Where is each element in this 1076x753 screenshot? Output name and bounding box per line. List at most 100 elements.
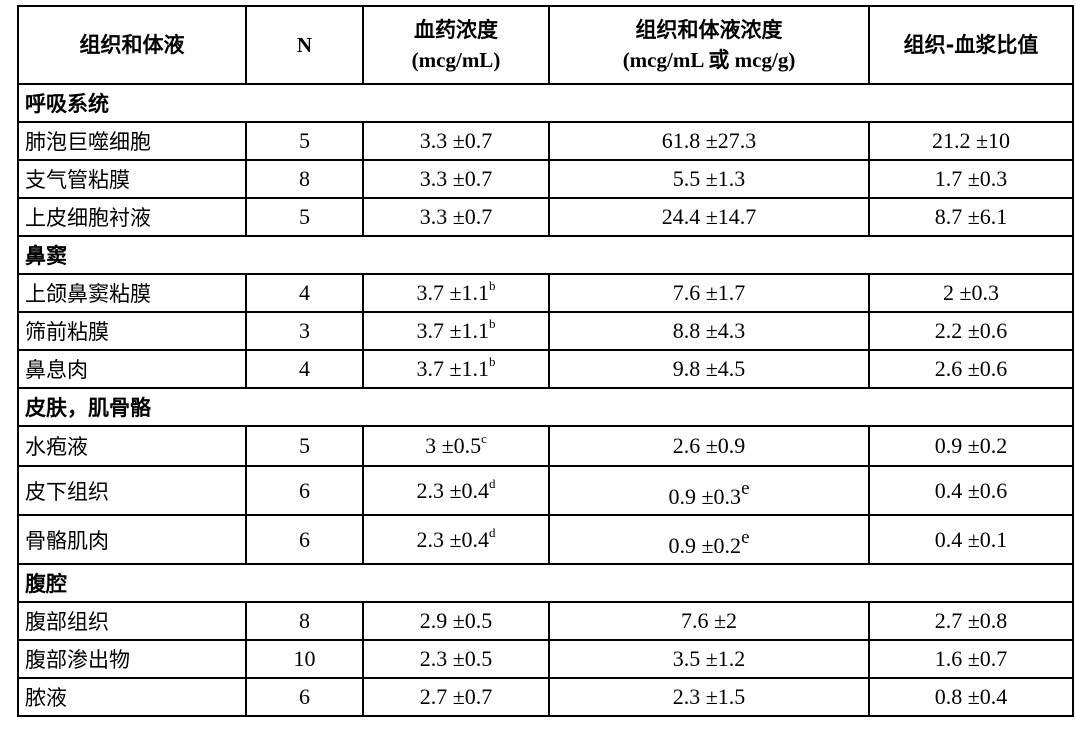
n-value: 3 [245,311,364,351]
header-n: N [245,5,364,85]
tissue-value: 9.8 ±4.5 [672,356,746,381]
tissue-conc: 0.9 ±0.2e [548,514,870,565]
plasma-conc: 3.7 ±1.1b [362,349,550,389]
header-plasma-title: 血药浓度 [414,18,498,42]
tissue-conc: 7.6 ±2 [548,601,870,641]
tissue-name: 腹部组织 [17,601,247,641]
section-row: 皮肤，肌骨骼 [17,387,1074,427]
plasma-conc: 3.3 ±0.7 [362,121,550,161]
tissue-value: 5.5 ±1.3 [672,166,746,191]
section-title: 鼻窦 [17,235,1074,275]
tissue-value: 61.8 ±27.3 [661,128,757,153]
plasma-value: 3.3 ±0.7 [419,166,493,191]
tissue-footnote: e [741,477,750,499]
tissue-conc: 3.5 ±1.2 [548,639,870,679]
section-title: 呼吸系统 [17,83,1074,123]
table-row: 肺泡巨噬细胞 5 3.3 ±0.7 61.8 ±27.3 21.2 ±10 [17,121,1074,161]
plasma-conc: 3.7 ±1.1b [362,311,550,351]
plasma-conc: 3.7 ±1.1b [362,273,550,313]
section-row: 鼻窦 [17,235,1074,275]
table-row: 骨骼肌肉 6 2.3 ±0.4d 0.9 ±0.2e 0.4 ±0.1 [17,514,1074,565]
table-row: 腹部组织 8 2.9 ±0.5 7.6 ±2 2.7 ±0.8 [17,601,1074,641]
table-row: 皮下组织 6 2.3 ±0.4d 0.9 ±0.3e 0.4 ±0.6 [17,465,1074,516]
tissue-value: 8.8 ±4.3 [672,318,746,343]
header-tissue-conc-title: 组织和体液浓度 [635,18,783,42]
plasma-conc: 3 ±0.5c [362,425,550,467]
n-value: 5 [245,425,364,467]
n-value: 4 [245,273,364,313]
ratio-value: 0.9 ±0.2 [868,425,1074,467]
plasma-value: 2.9 ±0.5 [419,608,493,633]
ratio-value: 8.7 ±6.1 [868,197,1074,237]
ratio-value: 0.8 ±0.4 [868,677,1074,717]
plasma-conc: 3.3 ±0.7 [362,197,550,237]
tissue-name: 水疱液 [17,425,247,467]
n-value: 8 [245,159,364,199]
header-row: 组织和体液 N 血药浓度 (mcg/mL) 组织和体液浓度 (mcg/mL 或 mc… [17,5,1074,85]
tissue-value: 3.5 ±1.2 [672,646,746,671]
ratio-value: 2.2 ±0.6 [868,311,1074,351]
table-row: 上皮细胞衬液 5 3.3 ±0.7 24.4 ±14.7 8.7 ±6.1 [17,197,1074,237]
plasma-footnote: c [481,431,487,446]
plasma-conc: 2.3 ±0.5 [362,639,550,679]
tissue-concentration-table: 组织和体液 N 血药浓度 (mcg/mL) 组织和体液浓度 (mcg/mL 或 mc… [17,5,1074,717]
table-row: 水疱液 5 3 ±0.5c 2.6 ±0.9 0.9 ±0.2 [17,425,1074,467]
plasma-value: 2.3 ±0.4 [416,526,490,552]
header-tissue: 组织和体液 [17,5,247,85]
tissue-name: 脓液 [17,677,247,717]
tissue-conc: 24.4 ±14.7 [548,197,870,237]
table-row: 上颌鼻窦粘膜 4 3.7 ±1.1b 7.6 ±1.7 2 ±0.3 [17,273,1074,313]
plasma-value: 3 ±0.5 [425,433,482,458]
tissue-value: 7.6 ±2 [680,608,738,633]
plasma-value: 2.3 ±0.4 [416,477,490,503]
tissue-conc: 61.8 ±27.3 [548,121,870,161]
ratio-value: 0.4 ±0.1 [868,514,1074,565]
plasma-value: 3.7 ±1.1 [416,356,490,381]
section-row: 腹腔 [17,563,1074,603]
tissue-value: 24.4 ±14.7 [661,204,757,229]
table-row: 筛前粘膜 3 3.7 ±1.1b 8.8 ±4.3 2.2 ±0.6 [17,311,1074,351]
plasma-footnote: b [489,316,496,331]
tissue-conc: 0.9 ±0.3e [548,465,870,516]
n-value: 10 [245,639,364,679]
table-row: 脓液 6 2.7 ±0.7 2.3 ±1.5 0.8 ±0.4 [17,677,1074,717]
plasma-conc: 2.9 ±0.5 [362,601,550,641]
tissue-name: 皮下组织 [17,465,247,516]
tissue-name: 骨骼肌肉 [17,514,247,565]
ratio-value: 1.6 ±0.7 [868,639,1074,679]
plasma-footnote: d [489,475,496,491]
tissue-value: 7.6 ±1.7 [672,280,746,305]
plasma-conc: 2.7 ±0.7 [362,677,550,717]
tissue-conc: 7.6 ±1.7 [548,273,870,313]
plasma-conc: 3.3 ±0.7 [362,159,550,199]
n-value: 8 [245,601,364,641]
table-row: 支气管粘膜 8 3.3 ±0.7 5.5 ±1.3 1.7 ±0.3 [17,159,1074,199]
plasma-footnote: b [489,354,496,369]
tissue-conc: 2.3 ±1.5 [548,677,870,717]
tissue-conc: 8.8 ±4.3 [548,311,870,351]
plasma-conc: 2.3 ±0.4d [362,465,550,516]
section-row: 呼吸系统 [17,83,1074,123]
tissue-name: 上颌鼻窦粘膜 [17,273,247,313]
ratio-value: 0.4 ±0.6 [868,465,1074,516]
plasma-value: 3.7 ±1.1 [416,280,490,305]
n-value: 5 [245,197,364,237]
ratio-value: 2.6 ±0.6 [868,349,1074,389]
tissue-value: 2.3 ±1.5 [672,684,746,709]
plasma-footnote: b [489,278,496,293]
tissue-name: 支气管粘膜 [17,159,247,199]
section-title: 皮肤，肌骨骼 [17,387,1074,427]
header-n-label: N [296,33,313,57]
header-tissue-conc-unit: (mcg/mL 或 mcg/g) [622,48,796,72]
plasma-value: 2.3 ±0.5 [419,646,493,671]
header-plasma-unit: (mcg/mL) [411,48,501,72]
plasma-footnote: d [489,524,496,540]
header-plasma: 血药浓度 (mcg/mL) [362,5,550,85]
table-row: 腹部渗出物 10 2.3 ±0.5 3.5 ±1.2 1.6 ±0.7 [17,639,1074,679]
tissue-name: 鼻息肉 [17,349,247,389]
tissue-conc: 5.5 ±1.3 [548,159,870,199]
tissue-name: 上皮细胞衬液 [17,197,247,237]
ratio-value: 2 ±0.3 [868,273,1074,313]
n-value: 4 [245,349,364,389]
table-row: 鼻息肉 4 3.7 ±1.1b 9.8 ±4.5 2.6 ±0.6 [17,349,1074,389]
